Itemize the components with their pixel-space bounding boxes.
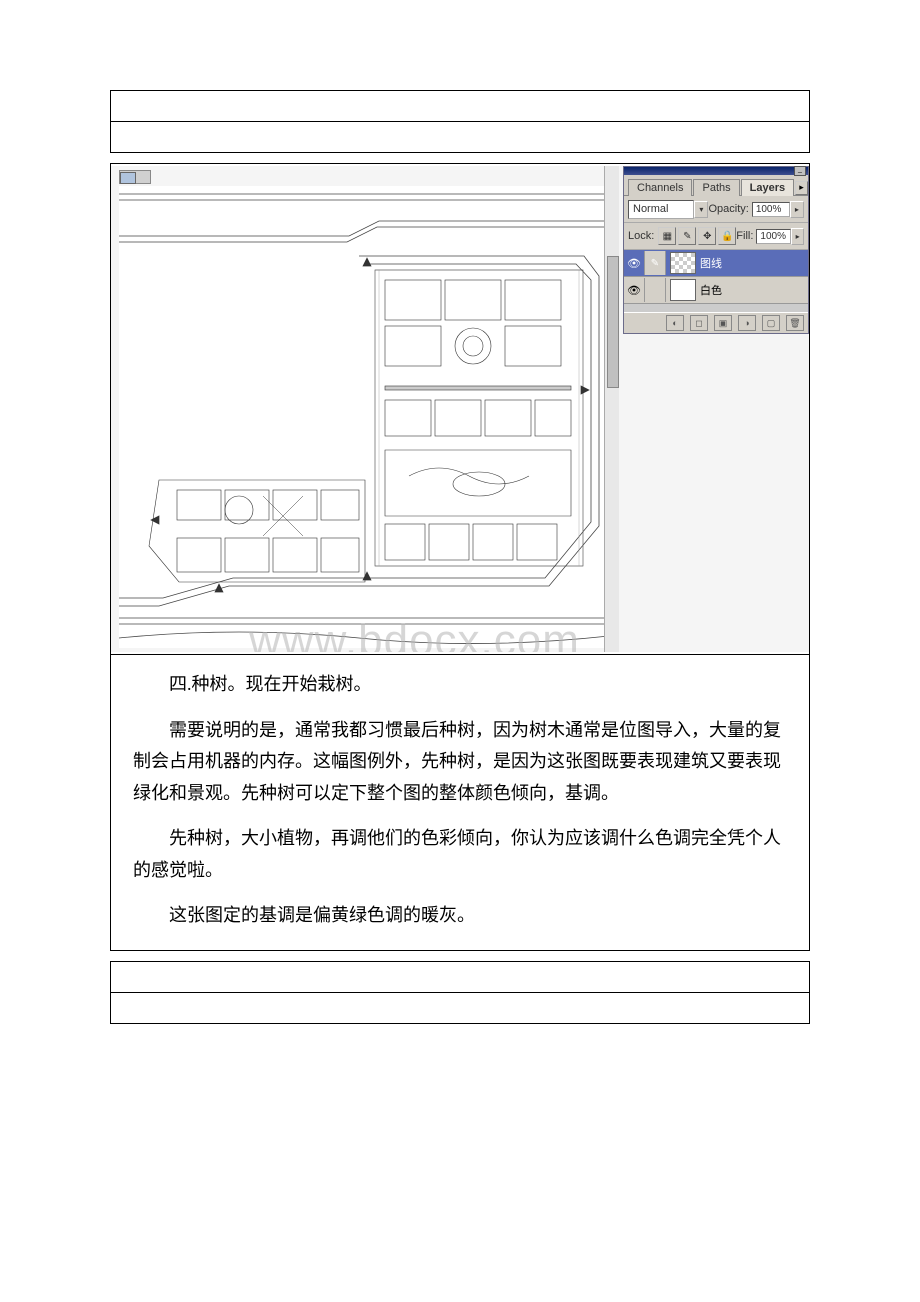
lock-transparency-icon[interactable]: ▦: [658, 227, 676, 245]
new-layer-icon[interactable]: ▢: [762, 315, 780, 331]
trash-icon[interactable]: 🗑: [786, 315, 804, 331]
layer-list: 👁 ✎ 图线 👁: [624, 250, 808, 312]
lock-fill-row: Lock: ▦ ✎ ✥ 🔒 Fill: 100% ▸: [624, 223, 808, 250]
lock-label: Lock:: [628, 230, 654, 242]
adjustment-layer-icon[interactable]: ◑: [738, 315, 756, 331]
brush-icon: ✎: [651, 258, 659, 269]
panel-minimize-icon[interactable]: _: [794, 166, 806, 176]
scrollbar-thumb[interactable]: [607, 256, 619, 388]
empty-cell: [111, 992, 810, 1023]
new-folder-icon[interactable]: ▣: [714, 315, 732, 331]
panel-menu-icon[interactable]: ▸: [795, 181, 808, 195]
tab-layers[interactable]: Layers: [741, 179, 794, 196]
layers-panel: _ Channels Paths Layers ▸ Normal ▾: [623, 166, 809, 334]
panel-titlebar: _: [624, 167, 808, 175]
fill-field[interactable]: 100%: [756, 229, 791, 244]
link-col[interactable]: ✎: [645, 251, 666, 275]
site-plan-svg: [119, 186, 609, 648]
layer-thumbnail: [670, 279, 696, 301]
empty-cell: [111, 961, 810, 992]
document-tab-icon: [120, 172, 136, 184]
paragraph: 需要说明的是，通常我都习惯最后种树，因为树木通常是位图导入，大量的复制会占用机器…: [133, 715, 787, 810]
link-col[interactable]: [645, 278, 666, 302]
layer-item[interactable]: 👁 白色: [624, 277, 808, 304]
document-tab-bar: [119, 170, 151, 184]
paragraph: 四.种树。现在开始栽树。: [133, 669, 787, 701]
lock-all-icon[interactable]: 🔒: [718, 227, 736, 245]
top-empty-table: [110, 90, 810, 153]
bottom-empty-table: [110, 961, 810, 1024]
lock-move-icon[interactable]: ✥: [698, 227, 716, 245]
screenshot-cell: www.bdocx.com _ Channels Paths: [111, 164, 810, 655]
panel-tabs: Channels Paths Layers ▸: [624, 175, 808, 196]
vertical-scrollbar[interactable]: [604, 166, 619, 652]
empty-cell: [111, 122, 810, 153]
layer-style-icon[interactable]: ◐: [666, 315, 684, 331]
photoshop-screenshot: www.bdocx.com _ Channels Paths: [111, 166, 809, 652]
layer-name: 图线: [700, 255, 722, 271]
blend-opacity-row: Normal ▾ Opacity: 100% ▸: [624, 196, 808, 223]
visibility-eye-icon[interactable]: 👁: [624, 278, 645, 302]
layer-mask-icon[interactable]: ◻: [690, 315, 708, 331]
tab-channels[interactable]: Channels: [628, 179, 692, 196]
paragraph: 这张图定的基调是偏黄绿色调的暖灰。: [133, 900, 787, 932]
layer-thumbnail: [670, 252, 696, 274]
fill-label: Fill:: [736, 230, 753, 242]
panel-footer: ◐ ◻ ▣ ◑ ▢ 🗑: [624, 312, 808, 333]
opacity-field[interactable]: 100%: [752, 202, 790, 217]
empty-cell: [111, 91, 810, 122]
blend-mode-dropdown[interactable]: Normal: [628, 200, 694, 219]
visibility-eye-icon[interactable]: 👁: [624, 251, 645, 275]
paragraph: 先种树，大小植物，再调他们的色彩倾向，你认为应该调什么色调完全凭个人的感觉啦。: [133, 823, 787, 886]
text-cell: 四.种树。现在开始栽树。 需要说明的是，通常我都习惯最后种树，因为树木通常是位图…: [111, 655, 810, 951]
layer-name: 白色: [700, 282, 722, 298]
lock-brush-icon[interactable]: ✎: [678, 227, 696, 245]
opacity-arrow-icon[interactable]: ▸: [790, 201, 804, 218]
tab-paths[interactable]: Paths: [693, 179, 739, 196]
opacity-label: Opacity:: [708, 203, 748, 215]
site-plan-drawing: www.bdocx.com: [119, 186, 609, 648]
layer-item[interactable]: 👁 ✎ 图线: [624, 250, 808, 277]
fill-arrow-icon[interactable]: ▸: [791, 228, 804, 245]
content-table: www.bdocx.com _ Channels Paths: [110, 163, 810, 951]
dropdown-arrow-icon[interactable]: ▾: [694, 201, 708, 218]
